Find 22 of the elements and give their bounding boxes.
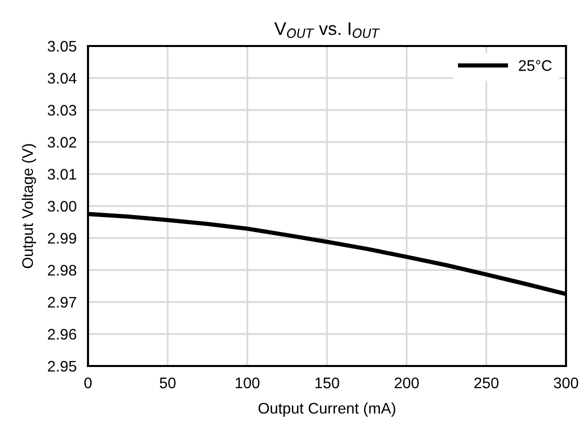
y-tick-label: 2.98 <box>48 264 76 276</box>
y-tick-label: 3.01 <box>48 168 76 180</box>
x-tick-label: 250 <box>474 378 498 388</box>
y-tick-label: 2.95 <box>48 360 76 372</box>
y-tick-label: 3.03 <box>48 104 76 116</box>
x-tick-label: 150 <box>315 378 340 388</box>
y-tick-label: 3.05 <box>48 40 76 52</box>
y-tick-label: 3.00 <box>48 200 76 212</box>
x-tick-label: 300 <box>554 378 578 388</box>
legend-label: 25°C <box>518 60 552 71</box>
y-tick-label: 3.04 <box>48 72 76 84</box>
y-axis-title: Output Voltage (V) <box>22 144 36 268</box>
chart-title: V$_{OUT}$ vs. I$_{OUT}$ <box>274 22 380 38</box>
y-tick-label: 2.96 <box>48 328 76 340</box>
x-axis-title: Output Current (mA) <box>258 402 396 417</box>
y-tick-label: 2.99 <box>48 232 76 244</box>
y-tick-label: 2.97 <box>48 296 76 308</box>
x-tick-label: 50 <box>160 378 176 388</box>
y-tick-label: 3.02 <box>48 136 76 148</box>
x-tick-label: 0 <box>84 378 92 388</box>
x-tick-label: 200 <box>394 378 419 388</box>
x-tick-label: 100 <box>236 378 260 388</box>
